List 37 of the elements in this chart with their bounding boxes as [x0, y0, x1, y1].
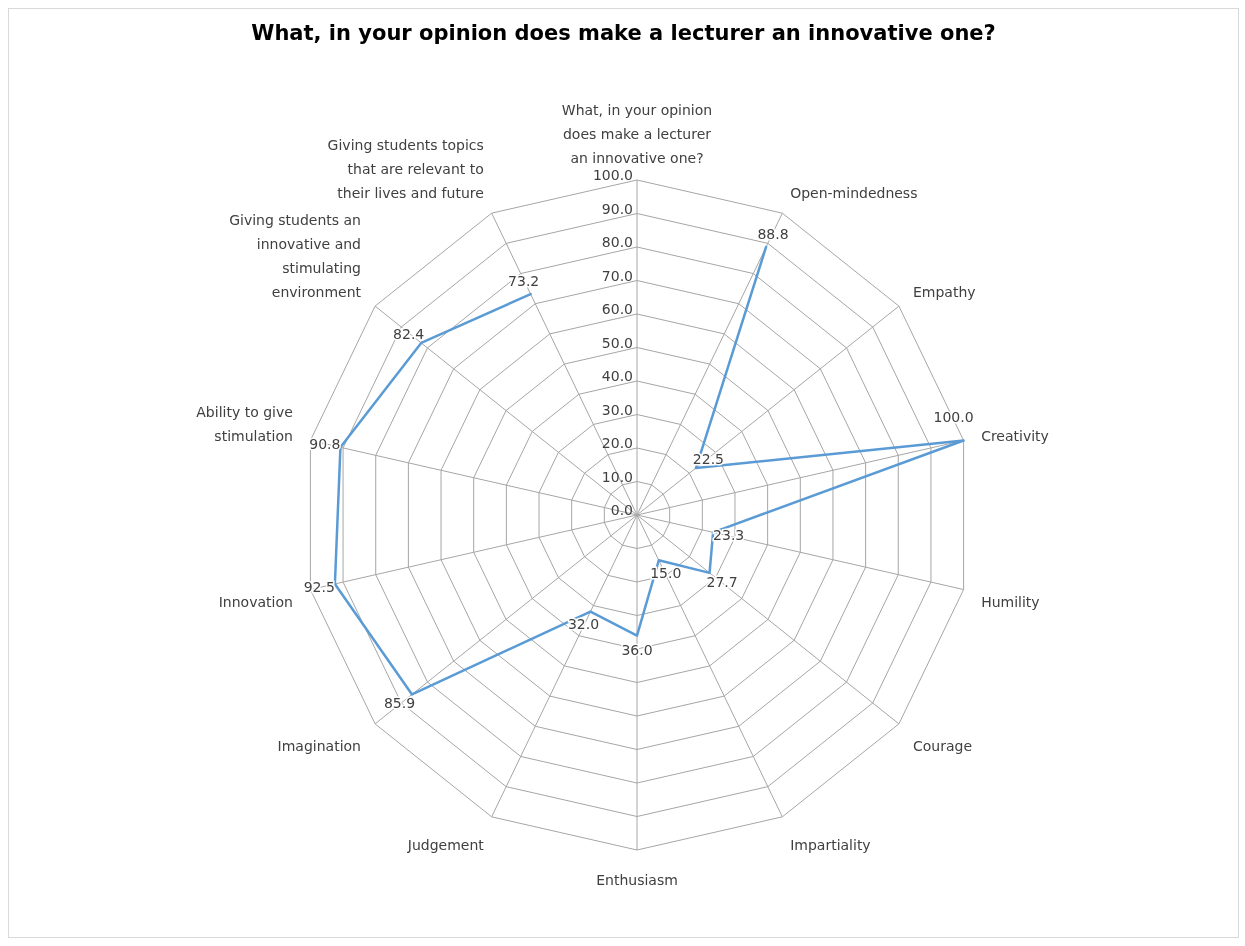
spoke-label: Giving students an innovative and stimulating environment — [229, 212, 362, 301]
data-label: 85.9 — [383, 695, 416, 712]
spoke-label: Judgement — [406, 836, 485, 853]
data-label: 73.2 — [508, 273, 540, 290]
spoke-label: What, in your opinion does make a lecturer an innovative one? — [561, 102, 713, 166]
data-label: 27.7 — [706, 573, 738, 590]
y-tick-label: 50.0 — [601, 334, 633, 351]
y-tick-label: 0.0 — [610, 502, 633, 518]
spoke-label: Humility — [981, 594, 1040, 611]
spoke-label: Ability to give stimulation — [196, 403, 293, 444]
data-label: 36.0 — [621, 641, 653, 658]
data-label: 92.5 — [303, 579, 335, 596]
spoke-label: Enthusiasm — [596, 872, 678, 888]
spoke-label: Impartiality — [790, 836, 871, 853]
data-label: 90.8 — [309, 436, 341, 453]
spoke-label: Innovation — [218, 594, 293, 611]
y-tick-label: 60.0 — [601, 301, 633, 317]
data-label: 100.0 — [933, 409, 974, 426]
spoke-label: Imagination — [277, 737, 362, 754]
data-label: 82.4 — [393, 326, 425, 343]
y-tick-label: 90.0 — [601, 200, 633, 217]
data-label: 23.3 — [713, 527, 745, 544]
y-tick-label: 80.0 — [601, 234, 633, 250]
data-label: 32.0 — [567, 616, 600, 633]
y-tick-label: 10.0 — [601, 468, 633, 485]
data-label: 88.8 — [757, 226, 789, 243]
spoke-label: Giving students topics that are relevant to their lives and future — [327, 137, 484, 202]
spoke-label: Open-mindedness — [790, 185, 918, 202]
spoke-label: Courage — [912, 737, 973, 754]
y-tick-label: 100.0 — [592, 167, 633, 183]
spoke-label: Creativity — [981, 427, 1049, 444]
y-tick-label: 40.0 — [601, 368, 633, 384]
y-tick-label: 70.0 — [601, 267, 633, 284]
y-tick-label: 30.0 — [601, 401, 633, 418]
spoke-label: Empathy — [912, 284, 976, 301]
chart-title: What, in your opinion does make a lecturer an innovative one? — [250, 20, 997, 45]
y-tick-label: 20.0 — [601, 435, 633, 451]
